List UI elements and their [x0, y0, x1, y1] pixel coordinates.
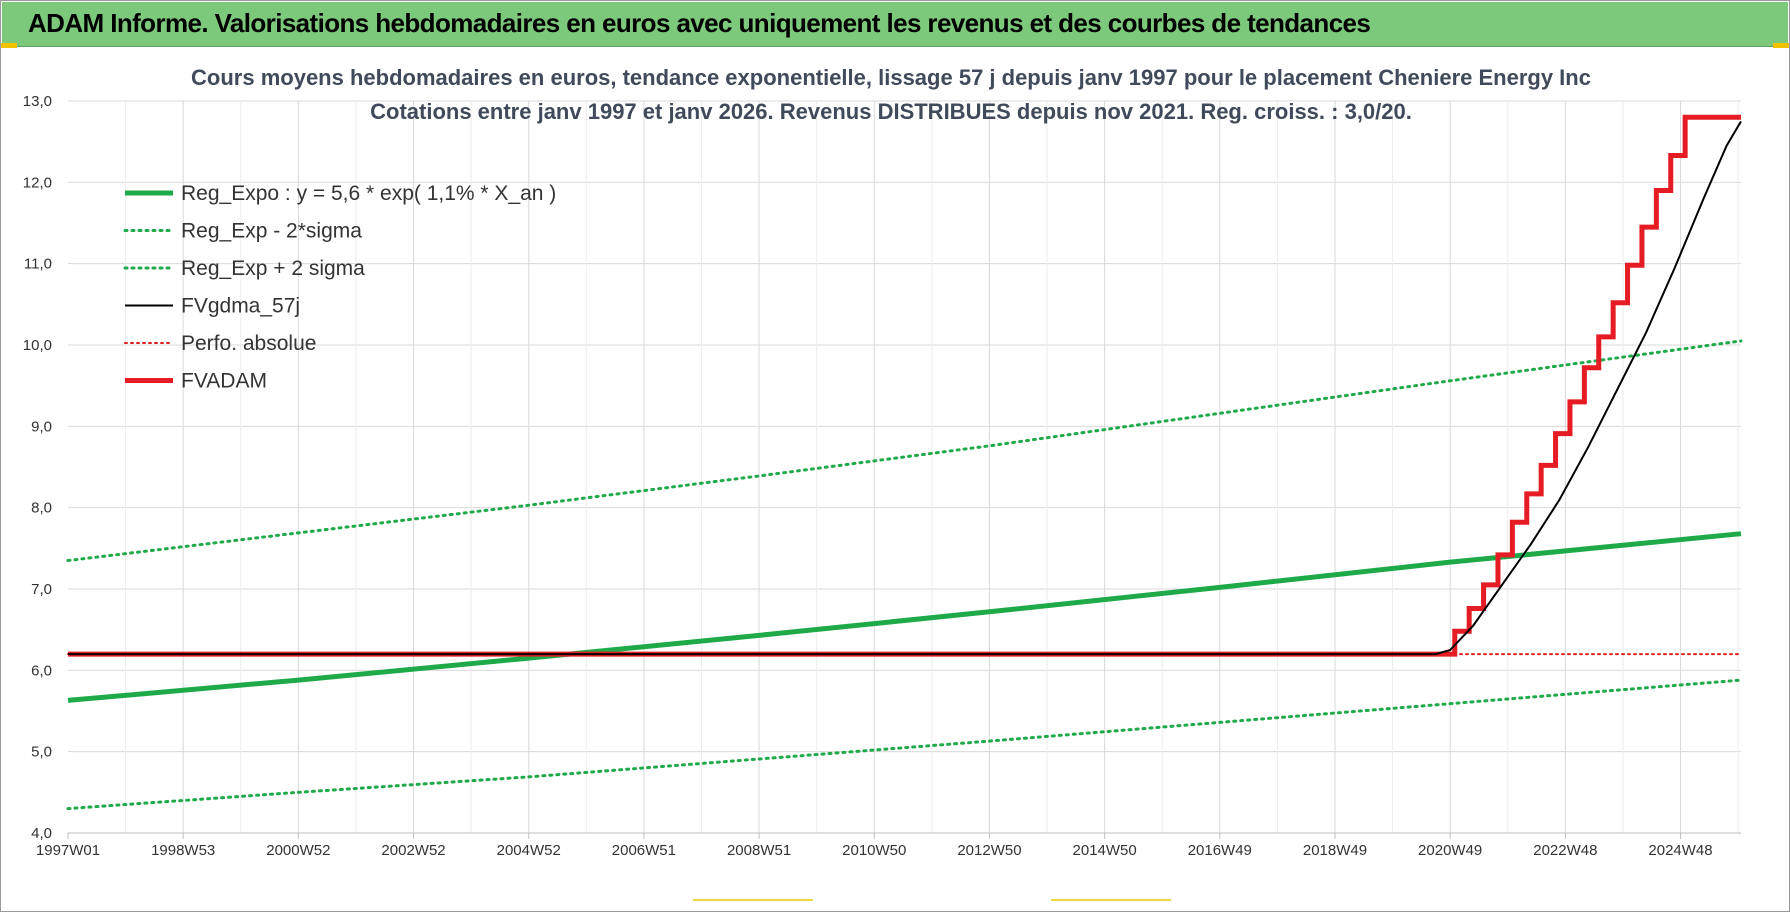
- corner-marker-left: [1, 43, 17, 48]
- x-tick-label: 2000W52: [266, 842, 330, 859]
- x-axis-ticks: 1997W01 1998W53 2000W52 2002W52 2004W52 2006W…: [36, 833, 1713, 859]
- x-tick-label: 2016W49: [1188, 842, 1252, 859]
- x-tick-label: 2022W48: [1533, 842, 1597, 859]
- series-line-1: [66, 678, 1743, 811]
- legend-label: FVADAM: [181, 370, 267, 393]
- report-header: ADAM Informe. Valorisations hebdomadaire…: [2, 2, 1788, 47]
- report-title: ADAM Informe. Valorisations hebdomadaire…: [28, 8, 1371, 38]
- x-tick-label: 2014W50: [1073, 842, 1137, 859]
- grid: [68, 100, 1741, 834]
- y-tick-label: 4,0: [31, 825, 52, 842]
- chart-title-line-2: Cotations entre janv 1997 et janv 2026. …: [370, 99, 1412, 124]
- x-tick-label: 2008W51: [727, 842, 791, 859]
- x-tick-label: 2006W51: [612, 842, 676, 859]
- x-tick-label: 2004W52: [497, 842, 561, 859]
- legend-label: Reg_Exp - 2*sigma: [181, 220, 362, 243]
- yellow-divider-right: [1051, 899, 1171, 901]
- y-tick-label: 12,0: [23, 174, 52, 191]
- legend-label: Reg_Expo : y = 5,6 * exp( 1,1% * X_an ): [181, 182, 556, 205]
- series-layer: [66, 114, 1743, 811]
- series-line-5: [68, 114, 1741, 657]
- series-line-0: [67, 531, 1742, 703]
- chart: Cours moyens hebdomadaires en euros, ten…: [23, 65, 1743, 859]
- x-tick-label: 2002W52: [381, 842, 445, 859]
- legend-label: Perfo. absolue: [181, 332, 316, 355]
- legend: Reg_Expo : y = 5,6 * exp( 1,1% * X_an ) R…: [123, 182, 556, 393]
- y-tick-label: 8,0: [31, 500, 52, 517]
- series-line-3: [68, 120, 1742, 656]
- x-tick-label: 2024W48: [1648, 842, 1712, 859]
- x-tick-label: 1998W53: [151, 842, 215, 859]
- legend-label: Reg_Exp + 2 sigma: [181, 257, 365, 280]
- x-tick-label: 1997W01: [36, 842, 100, 859]
- y-tick-label: 5,0: [31, 744, 52, 761]
- series-line-2: [66, 339, 1743, 563]
- y-tick-label: 9,0: [31, 418, 52, 435]
- corner-marker-right: [1773, 43, 1789, 48]
- x-tick-label: 2010W50: [842, 842, 906, 859]
- y-tick-label: 10,0: [23, 337, 52, 354]
- y-tick-label: 7,0: [31, 581, 52, 598]
- x-tick-label: 2012W50: [957, 842, 1021, 859]
- y-tick-label: 11,0: [24, 256, 52, 273]
- y-tick-label: 6,0: [31, 662, 52, 679]
- chart-title-line-1: Cours moyens hebdomadaires en euros, ten…: [191, 65, 1591, 90]
- y-tick-label: 13,0: [23, 93, 52, 110]
- yellow-divider-left: [693, 899, 813, 901]
- y-axis-ticks: 4,0 5,0 6,0 7,0 8,0 9,0 10,0 11,0 12,0 13,0: [23, 93, 52, 842]
- legend-label: FVgdma_57j: [181, 295, 300, 318]
- x-tick-label: 2018W49: [1303, 842, 1367, 859]
- x-tick-label: 2020W49: [1418, 842, 1482, 859]
